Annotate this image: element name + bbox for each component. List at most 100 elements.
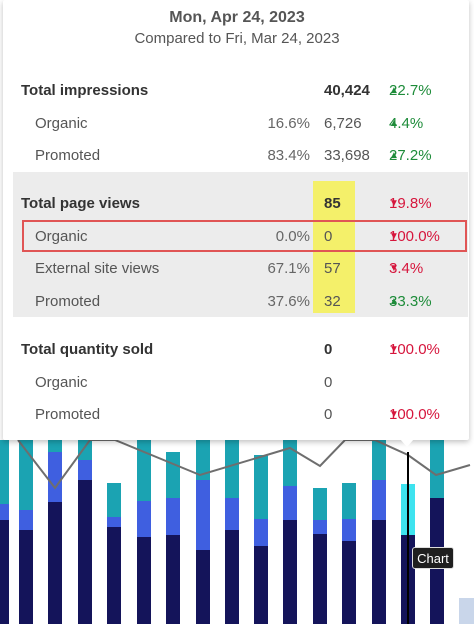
- chart-bar-segment: [372, 440, 386, 480]
- chart-bar-segment: [313, 534, 327, 624]
- metric-total-row: Total quantity sold 0 ▼ 100.0%: [0, 337, 474, 363]
- chart-label-tag: Chart: [412, 547, 454, 569]
- chart-bar-segment: [48, 440, 62, 452]
- metric-change: ▲ 4.4%: [389, 111, 423, 137]
- metric-change-value: 33.3%: [389, 292, 432, 310]
- metric-label: Total impressions: [21, 82, 149, 99]
- metric-share-percent: 16.6%: [267, 114, 310, 132]
- metric-value: 6,726: [324, 114, 362, 132]
- chart-bar-segment: [459, 598, 474, 624]
- chart-bar-segment: [196, 550, 210, 624]
- chart-bar-segment: [0, 520, 9, 624]
- chart-bar-segment: [137, 440, 151, 501]
- metric-label: Organic: [35, 227, 88, 245]
- chart-bar-segment: [0, 440, 9, 504]
- metric-value: 0: [324, 227, 333, 245]
- chart-bar-segment: [225, 440, 239, 498]
- triangle-up-icon: ▲: [389, 295, 399, 307]
- chart-bar-segment: [19, 530, 33, 624]
- chart-bar-segment: [107, 517, 121, 527]
- chart-bar-segment: [283, 520, 297, 624]
- chart-bar-segment: [48, 502, 62, 624]
- tooltip-date: Mon, Apr 24, 2023: [169, 9, 305, 26]
- chart-bar-segment: [342, 519, 356, 541]
- metric-value: 85: [324, 195, 341, 212]
- triangle-up-icon: ▲: [389, 85, 399, 96]
- chart-bar-segment: [78, 440, 92, 460]
- metric-value: 40,424: [324, 82, 370, 99]
- metric-value: 57: [324, 260, 341, 277]
- metric-change: ▼ 19.8%: [389, 191, 432, 217]
- chart-bar-segment: [196, 480, 210, 550]
- triangle-down-icon: ▼: [389, 230, 399, 242]
- metric-change: ▼ 100.0%: [389, 402, 440, 428]
- chart-bar-segment: [166, 535, 180, 624]
- metric-label: Promoted: [35, 406, 101, 423]
- tooltip-pointer: [400, 439, 414, 447]
- metric-value: 33,698: [324, 147, 370, 164]
- triangle-down-icon: ▼: [389, 198, 399, 209]
- chart-bar-segment: [342, 541, 356, 624]
- metric-label: Total page views: [21, 195, 140, 212]
- metric-breakdown-row: Promoted 0 ▼ 100.0%: [0, 402, 474, 428]
- triangle-up-icon: ▲: [389, 150, 399, 161]
- metric-share-percent: 37.6%: [267, 292, 310, 310]
- chart-bar-segment: [196, 440, 210, 480]
- metric-total-row: Total impressions 40,424 ▲ 22.7%: [0, 78, 474, 104]
- chart-bar-segment: [372, 480, 386, 520]
- metric-label: Promoted: [35, 147, 101, 164]
- triangle-down-icon: ▼: [389, 409, 399, 420]
- metric-label: Promoted: [35, 292, 101, 310]
- chart-bar-segment: [254, 546, 268, 624]
- tooltip-comparison-date: Compared to Fri, Mar 24, 2023: [134, 30, 340, 47]
- page-views-section-background: [13, 172, 468, 317]
- metric-breakdown-row: Promoted 37.6% 32 ▲ 33.3%: [0, 289, 474, 315]
- metric-change-value: 100.0%: [389, 406, 440, 423]
- chart-bar-segment: [78, 460, 92, 480]
- metric-breakdown-row: Organic 0.0% 0 ▼ 100.0%: [0, 224, 474, 250]
- chart-bar-segment: [0, 504, 9, 520]
- metric-breakdown-row: Organic 16.6% 6,726 ▲ 4.4%: [0, 111, 474, 137]
- metric-change-value: 100.0%: [389, 341, 440, 358]
- chart-bar-segment: [225, 530, 239, 624]
- metric-breakdown-row: External site views 67.1% 57 ▼ 3.4%: [0, 256, 474, 282]
- chart-bar-segment: [48, 452, 62, 502]
- metric-change-value: 27.2%: [389, 147, 432, 164]
- chart-bar-segment: [254, 455, 268, 519]
- metric-change: ▼ 3.4%: [389, 256, 423, 282]
- chart-bar-segment: [313, 520, 327, 534]
- chart-bar-segment: [225, 498, 239, 530]
- chart-bar-segment: [137, 537, 151, 624]
- metric-change: ▼ 100.0%: [389, 337, 440, 363]
- chart-bar-segment: [107, 527, 121, 624]
- metric-value: 0: [324, 373, 333, 391]
- metric-change-value: 22.7%: [389, 82, 432, 99]
- triangle-up-icon: ▲: [389, 117, 399, 129]
- metric-label: Organic: [35, 373, 88, 391]
- metric-change: ▲ 33.3%: [389, 289, 432, 315]
- chart-bar-segment: [19, 440, 33, 510]
- metric-change: ▲ 22.7%: [389, 78, 432, 104]
- metric-label: Organic: [35, 114, 88, 132]
- metric-total-row: Total page views 85 ▼ 19.8%: [0, 191, 474, 217]
- chart-bar-segment: [166, 452, 180, 498]
- chart-bar-segment: [313, 488, 327, 520]
- metric-change-value: 19.8%: [389, 195, 432, 212]
- metric-value: 0: [324, 341, 333, 358]
- metric-change: ▼ 100.0%: [389, 224, 440, 250]
- chart-bar-segment: [78, 480, 92, 624]
- metric-change-value: 100.0%: [389, 227, 440, 245]
- chart-bar-segment: [430, 440, 444, 498]
- chart-bar-segment: [283, 486, 297, 520]
- page-views-value-highlight: [313, 181, 355, 313]
- organic-page-views-outline: [22, 220, 467, 252]
- triangle-down-icon: ▼: [389, 344, 399, 355]
- metric-breakdown-row: Organic 0: [0, 370, 474, 396]
- metric-value: 0: [324, 406, 333, 423]
- metric-label: Total quantity sold: [21, 341, 154, 358]
- chart-bar-segment: [254, 519, 268, 546]
- metric-breakdown-row: Promoted 83.4% 33,698 ▲ 27.2%: [0, 143, 474, 169]
- metric-share-percent: 83.4%: [267, 147, 310, 164]
- metric-change-value: 4.4%: [389, 114, 424, 132]
